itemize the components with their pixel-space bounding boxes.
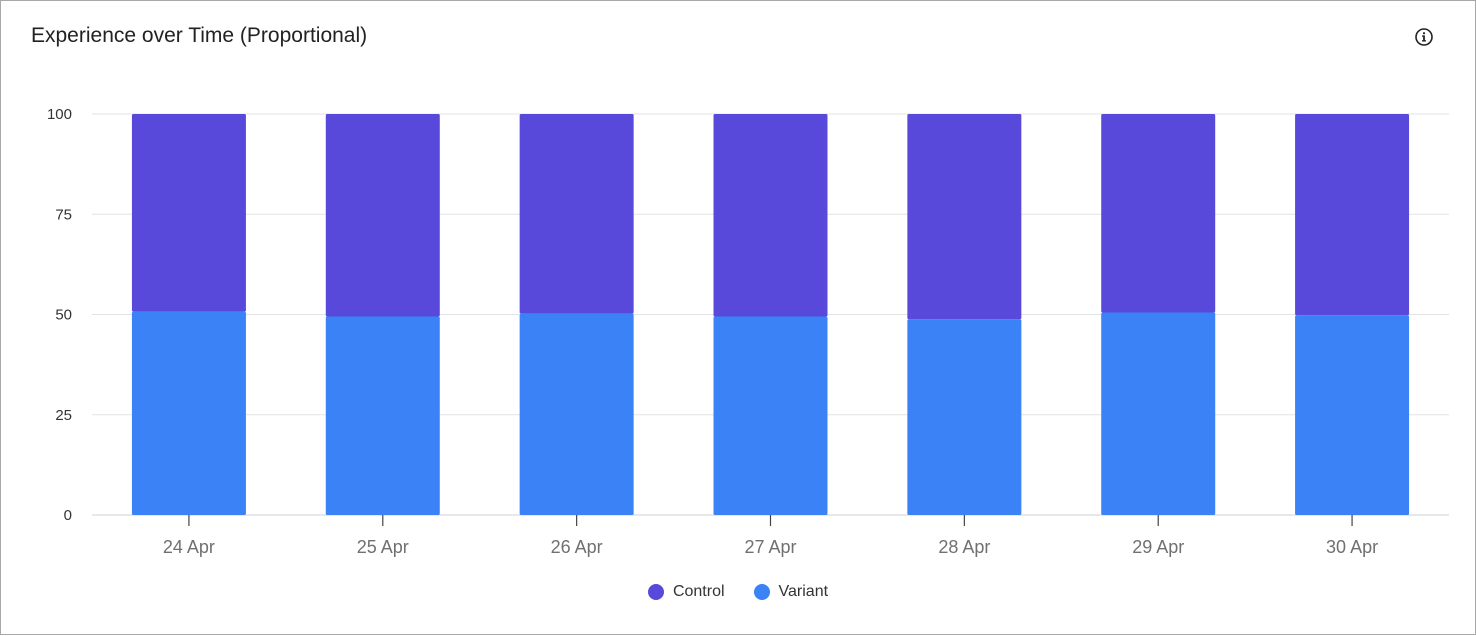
bar-control-6[interactable] bbox=[1295, 114, 1410, 316]
legend-label-control: Control bbox=[672, 583, 725, 600]
bar-variant-6[interactable] bbox=[1295, 315, 1410, 515]
bar-control-0[interactable] bbox=[131, 114, 246, 312]
legend-item-variant[interactable]: Variant bbox=[753, 583, 829, 601]
x-tick-label-2: 26 Apr bbox=[551, 537, 603, 557]
x-tick-label-5: 29 Apr bbox=[1132, 537, 1184, 557]
x-tick-label-4: 28 Apr bbox=[938, 537, 990, 557]
info-icon[interactable] bbox=[1414, 27, 1434, 47]
x-tick-label-0: 24 Apr bbox=[163, 537, 215, 557]
y-tick-label-25: 25 bbox=[55, 407, 72, 424]
bar-control-3[interactable] bbox=[713, 114, 828, 317]
legend-swatch-control bbox=[647, 584, 664, 600]
bar-variant-1[interactable] bbox=[325, 316, 440, 515]
x-tick-label-6: 30 Apr bbox=[1326, 537, 1378, 557]
legend-item-control[interactable]: Control bbox=[647, 583, 725, 601]
chart-title: Experience over Time (Proportional) bbox=[31, 24, 368, 47]
bar-variant-0[interactable] bbox=[131, 311, 246, 515]
x-tick-label-3: 27 Apr bbox=[744, 537, 796, 557]
y-tick-label-100: 100 bbox=[47, 106, 72, 123]
bar-variant-4[interactable] bbox=[907, 319, 1022, 515]
bar-variant-2[interactable] bbox=[519, 313, 634, 515]
y-tick-label-0: 0 bbox=[64, 507, 72, 524]
y-tick-label-50: 50 bbox=[55, 307, 72, 324]
bar-control-5[interactable] bbox=[1101, 114, 1216, 313]
bar-variant-3[interactable] bbox=[713, 316, 828, 515]
bar-control-4[interactable] bbox=[907, 114, 1022, 320]
legend-label-variant: Variant bbox=[778, 583, 829, 600]
bar-control-1[interactable] bbox=[325, 114, 440, 317]
x-tick-label-1: 25 Apr bbox=[357, 537, 409, 557]
y-tick-label-75: 75 bbox=[55, 206, 72, 223]
chart-legend: Control Variant bbox=[1, 583, 1475, 601]
bar-variant-5[interactable] bbox=[1101, 312, 1216, 515]
legend-swatch-variant bbox=[753, 584, 770, 600]
bar-control-2[interactable] bbox=[519, 114, 634, 314]
